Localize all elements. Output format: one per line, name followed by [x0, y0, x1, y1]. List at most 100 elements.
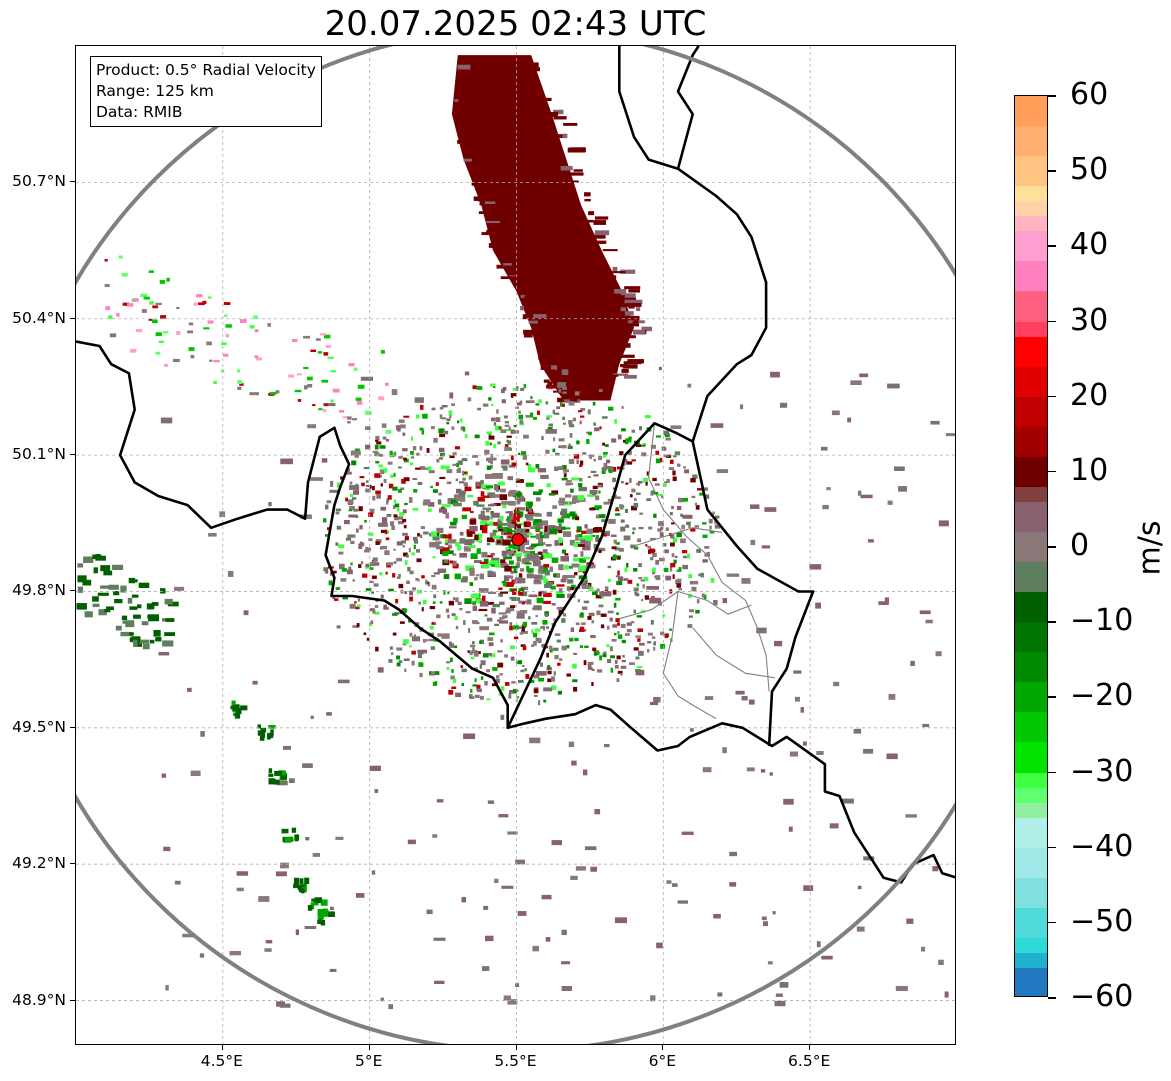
- precip-gate: [518, 679, 524, 683]
- precip-gate: [666, 478, 670, 484]
- precip-gate: [575, 622, 580, 626]
- precip-gate: [167, 601, 179, 607]
- precip-gate: [439, 406, 444, 410]
- precip-gate: [519, 419, 523, 425]
- precip-gate: [523, 537, 527, 543]
- precip-gate: [587, 475, 591, 479]
- precip-gate: [678, 588, 683, 591]
- precip-gate: [561, 645, 567, 651]
- precip-gate: [193, 302, 198, 306]
- precip-gate: [863, 856, 875, 861]
- colorbar-segment: [1015, 787, 1047, 804]
- precip-gate: [540, 526, 544, 530]
- precip-gate: [569, 397, 578, 402]
- precip-gate: [561, 618, 566, 623]
- precip-gate: [487, 570, 493, 577]
- lon-tick-label: 5°E: [354, 1052, 383, 1070]
- precip-gate: [560, 579, 567, 583]
- precip-gate: [385, 429, 392, 434]
- precip-gate: [506, 550, 515, 554]
- precip-gate: [557, 690, 563, 695]
- precip-gate: [533, 519, 542, 523]
- precip-gate: [694, 502, 698, 506]
- precip-gate: [537, 700, 541, 706]
- colorbar-segment: [1015, 201, 1047, 217]
- precip-gate: [548, 386, 553, 390]
- precip-gate: [213, 360, 220, 363]
- precip-gate: [549, 645, 553, 651]
- precip-gate: [568, 587, 574, 591]
- precip-gate: [614, 494, 617, 499]
- precip-gate: [641, 452, 647, 457]
- precip-gate: [135, 329, 143, 333]
- precip-gate: [349, 485, 360, 490]
- precip-gate: [633, 498, 637, 501]
- precip-gate: [750, 504, 760, 509]
- precip-gate: [595, 537, 602, 543]
- precip-gate: [617, 570, 620, 576]
- precip-gate: [561, 445, 567, 449]
- precip-gate: [391, 389, 398, 396]
- colorbar-tick-mark: [1048, 696, 1056, 698]
- precip-gate: [370, 567, 374, 570]
- precip-gate: [562, 527, 571, 530]
- precip-gate: [402, 518, 407, 523]
- precip-gate: [295, 929, 300, 936]
- precip-gate: [624, 343, 631, 348]
- precip-gate: [499, 494, 508, 501]
- precip-gate: [591, 534, 596, 537]
- precip-gate: [423, 499, 431, 506]
- precip-gate: [460, 418, 463, 423]
- precip-gate: [371, 870, 376, 875]
- precip-gate: [710, 578, 715, 583]
- radar-map[interactable]: Product: 0.5° Radial Velocity Range: 125…: [75, 45, 956, 1045]
- precip-gate: [649, 597, 662, 604]
- precip-gate: [480, 520, 488, 525]
- precip-gate: [349, 603, 356, 609]
- precip-gate: [509, 645, 516, 650]
- precip-gate: [533, 605, 542, 611]
- precip-gate: [574, 572, 578, 576]
- precip-gate: [484, 523, 489, 526]
- precip-gate: [520, 532, 528, 539]
- colorbar-segment: [1015, 321, 1047, 338]
- precip-gate: [473, 500, 479, 506]
- precip-gate: [703, 594, 707, 600]
- precip-gate: [435, 546, 444, 550]
- precip-gate: [515, 497, 522, 500]
- precip-gate: [646, 471, 649, 476]
- precip-gate: [620, 673, 623, 676]
- precip-gate: [374, 789, 379, 793]
- precip-gate: [448, 689, 454, 695]
- precip-gate: [671, 883, 678, 887]
- precip-gate: [497, 441, 501, 445]
- precip-gate: [701, 593, 705, 598]
- precip-gate: [565, 494, 572, 498]
- lat-tick-label: 49.2°N: [12, 854, 66, 873]
- precip-gate: [469, 582, 474, 586]
- precip-gate: [433, 572, 440, 575]
- precip-gate: [584, 645, 589, 648]
- colorbar-segment: [1015, 456, 1047, 488]
- precip-gate: [504, 424, 510, 427]
- precip-gate: [596, 588, 600, 593]
- precip-gate: [610, 534, 617, 537]
- precip-gate: [520, 586, 529, 591]
- precip-gate: [380, 483, 383, 487]
- precip-gate: [533, 674, 540, 679]
- precip-gate: [702, 767, 712, 773]
- precip-gate: [498, 587, 503, 590]
- precip-gate: [457, 140, 464, 144]
- precip-gate: [688, 615, 693, 618]
- precip-gate: [522, 645, 527, 651]
- precip-gate: [357, 604, 361, 608]
- precip-gate: [529, 545, 533, 550]
- precip-gate: [411, 650, 416, 655]
- precip-gate: [342, 416, 350, 419]
- precip-gate: [696, 599, 700, 604]
- precip-gate: [497, 523, 502, 529]
- precip-gate: [382, 436, 387, 440]
- precip-gate: [387, 461, 393, 465]
- precip-gate: [898, 486, 907, 492]
- precip-gate: [604, 743, 610, 748]
